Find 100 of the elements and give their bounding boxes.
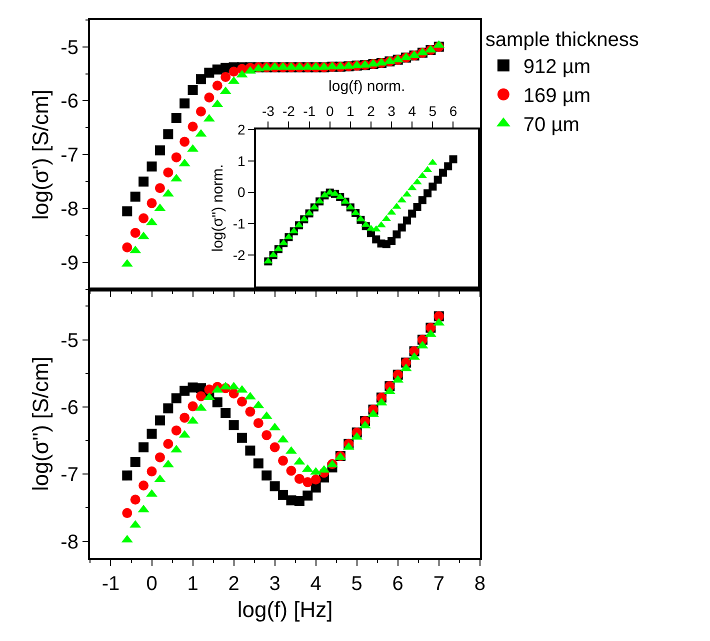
point	[392, 230, 401, 238]
legend-label: 912 µm	[523, 56, 591, 78]
point	[146, 162, 157, 172]
y-tick-label: -1	[232, 216, 246, 232]
point	[438, 168, 447, 177]
x-tick-label: 5	[351, 572, 362, 595]
point	[130, 192, 140, 202]
x-tick-label: 6	[449, 103, 458, 120]
point	[188, 84, 198, 95]
x-tick-label: 0	[146, 572, 158, 595]
point	[122, 206, 132, 216]
point	[138, 480, 149, 491]
point	[278, 456, 288, 466]
point	[413, 203, 422, 212]
y-tick-label: -2	[232, 246, 246, 263]
point	[294, 474, 304, 484]
point	[449, 155, 458, 164]
y-tick-label: -8	[60, 531, 78, 554]
point	[146, 428, 157, 439]
point	[270, 481, 280, 492]
point	[237, 432, 247, 443]
y-tick-label: -7	[60, 464, 78, 486]
point	[188, 401, 198, 412]
point	[424, 189, 432, 198]
point	[228, 420, 239, 430]
point	[294, 496, 304, 506]
point	[418, 196, 426, 204]
point	[171, 112, 182, 123]
y-tick-label: -5	[60, 36, 78, 59]
point	[188, 122, 198, 132]
x-tick-label: 8	[474, 572, 486, 595]
point	[310, 474, 321, 484]
point	[270, 442, 280, 452]
x-tick-label: 0	[326, 103, 334, 120]
point	[154, 452, 165, 462]
x-tick-label: 7	[433, 572, 444, 595]
x-tick-label: 3	[388, 103, 396, 120]
x-tick-label: 4	[310, 572, 322, 595]
point	[196, 391, 206, 402]
y-tick-label: 0	[237, 184, 246, 200]
y-tick-label: 1	[237, 152, 246, 169]
y-tick-label: -5	[60, 330, 78, 352]
point	[130, 457, 140, 468]
point	[388, 236, 396, 245]
point	[130, 228, 140, 238]
x-tick-label: -1	[303, 103, 316, 120]
point	[163, 403, 174, 414]
point	[196, 106, 206, 117]
point	[138, 176, 149, 187]
y-axis-title: log(σ'') [S/cm]	[28, 356, 53, 491]
point	[171, 152, 182, 162]
point	[122, 508, 132, 518]
point	[228, 66, 239, 77]
point	[253, 418, 264, 428]
point	[237, 396, 247, 407]
y-tick-label: -7	[60, 144, 78, 167]
point	[138, 442, 149, 452]
point	[146, 466, 157, 476]
x-tick-label: -1	[102, 572, 120, 595]
point	[286, 466, 296, 476]
point	[122, 470, 132, 480]
x-axis-title: log(f) norm.	[328, 78, 406, 95]
y-tick-label: -6	[60, 90, 78, 113]
point	[180, 98, 190, 108]
point	[163, 129, 174, 140]
point	[130, 494, 140, 505]
point	[408, 210, 416, 218]
point	[402, 216, 411, 225]
y-axis-title: log(σ'') norm.	[210, 164, 227, 252]
point	[154, 415, 165, 426]
y-axis-title: log(σ') [S/cm]	[28, 90, 53, 220]
point	[228, 388, 239, 399]
point	[122, 242, 132, 252]
x-tick-label: 2	[367, 103, 376, 120]
point	[196, 74, 206, 84]
legend-title: sample thickness	[485, 28, 639, 51]
point	[180, 412, 190, 423]
point	[262, 470, 272, 480]
point	[245, 446, 256, 456]
point	[204, 92, 214, 102]
point	[262, 430, 272, 440]
point	[434, 176, 442, 184]
y-tick-label: -6	[60, 396, 78, 419]
legend-label: 70 µm	[523, 114, 580, 136]
x-tick-label: 6	[392, 572, 404, 595]
x-tick-label: 1	[346, 103, 355, 120]
point	[154, 145, 165, 156]
point	[163, 167, 174, 178]
x-tick-label: -2	[282, 103, 296, 120]
point	[302, 477, 313, 488]
point	[302, 490, 313, 501]
point	[180, 136, 190, 147]
point	[212, 397, 222, 408]
y-tick-label: -8	[60, 198, 78, 221]
point	[212, 80, 222, 91]
point	[154, 183, 165, 194]
y-tick-label: 2	[237, 121, 246, 138]
point	[163, 438, 174, 449]
x-axis-title: log(f) [Hz]	[237, 597, 333, 622]
point	[146, 198, 157, 208]
